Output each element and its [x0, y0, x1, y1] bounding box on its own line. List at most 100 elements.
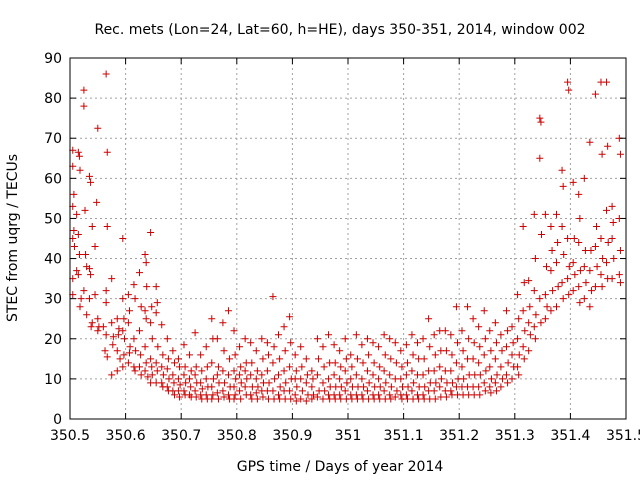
x-tick-label: 350.5 — [50, 428, 90, 444]
data-point — [230, 383, 238, 391]
data-point — [230, 327, 238, 335]
data-point — [543, 303, 551, 311]
data-point — [598, 283, 606, 291]
data-point — [525, 277, 533, 285]
data-point — [73, 210, 81, 218]
data-point — [88, 319, 96, 327]
data-point — [253, 395, 261, 403]
data-point — [152, 359, 160, 367]
data-point — [341, 387, 349, 395]
data-point — [159, 371, 167, 379]
data-point — [398, 363, 406, 371]
data-point — [247, 391, 255, 399]
data-point — [486, 327, 494, 335]
data-point — [153, 367, 161, 375]
data-point — [591, 243, 599, 251]
data-point — [560, 251, 568, 259]
data-point — [142, 359, 150, 367]
data-points — [69, 70, 624, 405]
data-point — [270, 343, 278, 351]
data-point — [403, 359, 411, 367]
data-point — [163, 335, 171, 343]
data-point — [497, 331, 505, 339]
data-point — [81, 206, 89, 214]
data-point — [430, 387, 438, 395]
data-point — [114, 331, 122, 339]
data-point — [219, 387, 227, 395]
data-point — [359, 359, 367, 367]
y-axis-label: STEC from uqrg / TECUs — [5, 154, 21, 322]
data-point — [475, 383, 483, 391]
data-point — [541, 291, 549, 299]
data-point — [180, 371, 188, 379]
data-point — [603, 259, 611, 267]
data-point — [480, 307, 488, 315]
data-point — [576, 299, 584, 307]
x-tick-label: 350.6 — [106, 428, 146, 444]
data-point — [182, 379, 190, 387]
data-point — [275, 371, 282, 379]
data-point — [124, 291, 132, 299]
data-point — [275, 331, 282, 339]
data-point — [152, 283, 160, 291]
data-point — [281, 347, 289, 355]
data-point — [491, 355, 499, 363]
data-point — [420, 355, 428, 363]
data-point — [558, 279, 566, 287]
data-point — [402, 371, 410, 379]
data-point — [387, 355, 395, 363]
data-point — [248, 359, 256, 367]
data-point — [564, 275, 572, 283]
data-point — [616, 279, 624, 287]
data-point — [221, 379, 229, 387]
data-point — [330, 341, 338, 349]
data-point — [437, 375, 445, 383]
data-point — [237, 395, 245, 403]
data-point — [482, 367, 490, 375]
data-point — [452, 303, 460, 311]
data-point — [103, 148, 111, 156]
x-tick-label: 351.3 — [495, 428, 535, 444]
data-point — [337, 383, 345, 391]
data-point — [74, 230, 82, 238]
data-point — [499, 375, 507, 383]
data-point — [341, 367, 349, 375]
data-point — [186, 351, 194, 359]
chart-title: Rec. mets (Lon=24, Lat=60, h=HE), days 3… — [94, 22, 585, 38]
data-point — [509, 339, 517, 347]
data-point — [554, 239, 562, 247]
data-point — [558, 222, 566, 230]
data-point — [502, 343, 510, 351]
data-point — [263, 367, 271, 375]
data-point — [542, 263, 550, 271]
data-point — [298, 387, 306, 395]
data-point — [213, 335, 221, 343]
data-point — [531, 335, 539, 343]
data-point — [498, 347, 506, 355]
data-point — [492, 339, 500, 347]
data-point — [243, 375, 251, 383]
data-point — [171, 359, 179, 367]
data-point — [536, 114, 544, 122]
data-point — [70, 190, 78, 198]
data-point — [347, 351, 355, 359]
data-point — [564, 78, 572, 86]
data-point — [576, 267, 584, 275]
data-point — [342, 355, 350, 363]
data-point — [85, 295, 93, 303]
data-point — [387, 395, 395, 403]
data-point — [504, 379, 512, 387]
data-point — [181, 363, 189, 371]
data-point — [514, 335, 522, 343]
data-point — [375, 343, 383, 351]
data-point — [610, 255, 618, 263]
data-point — [559, 182, 567, 190]
data-point — [530, 287, 538, 295]
data-point — [343, 379, 351, 387]
data-point — [80, 287, 88, 295]
data-point — [269, 359, 277, 367]
data-point — [547, 267, 555, 275]
data-point — [297, 375, 305, 383]
data-point — [608, 235, 616, 242]
data-point — [224, 307, 232, 315]
